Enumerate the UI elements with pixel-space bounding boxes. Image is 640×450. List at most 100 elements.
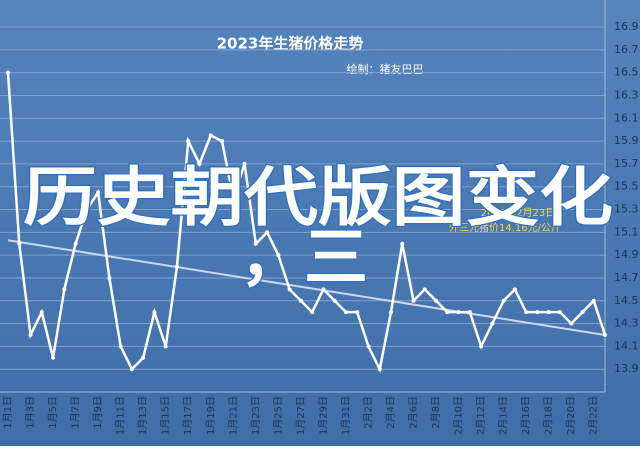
x-tick-label: 2月14日 (498, 396, 510, 435)
point (512, 287, 517, 292)
point (39, 310, 44, 315)
x-tick-label: 1月31日 (340, 396, 352, 435)
point (242, 161, 247, 166)
point (163, 344, 168, 349)
point (231, 196, 236, 201)
point (377, 367, 382, 372)
point (107, 275, 112, 280)
chart-subtitle: 绘制：猪友巴巴 (347, 62, 424, 76)
point (220, 139, 225, 144)
y-tick-label: 15.5 (614, 180, 639, 193)
y-tick-label: 14.1 (614, 339, 639, 352)
point (321, 287, 326, 292)
y-tick-label: 15.1 (614, 225, 639, 238)
annotation: 2023年2月23日 (481, 206, 556, 219)
point (129, 367, 134, 372)
y-tick-label: 16.7 (614, 43, 639, 56)
point (28, 332, 33, 337)
annotation: 外三元猪价14.16元/公斤 (449, 222, 561, 234)
point (400, 241, 405, 246)
point (152, 310, 157, 315)
point (501, 298, 506, 303)
x-tick-label: 2月16日 (520, 396, 532, 435)
point (434, 298, 439, 303)
x-tick-label: 1月9日 (92, 396, 104, 429)
y-tick-label: 14.3 (614, 317, 639, 330)
x-tick-label: 2月4日 (385, 396, 397, 429)
point (141, 355, 146, 360)
point (591, 298, 596, 303)
point (355, 310, 360, 315)
point (332, 298, 337, 303)
x-tick-label: 1月21日 (227, 396, 239, 435)
x-tick-label: 1月3日 (25, 396, 37, 429)
point (208, 133, 213, 138)
point (310, 310, 315, 315)
y-tick-label: 16.3 (614, 88, 639, 101)
x-tick-label: 2月12日 (475, 396, 487, 435)
y-tick-label: 16.5 (614, 66, 639, 79)
point (265, 230, 270, 235)
point (73, 241, 78, 246)
x-tick-label: 2月22日 (588, 396, 600, 435)
y-tick-label: 16.9 (614, 20, 639, 33)
point (569, 321, 574, 326)
line-series (6, 72, 607, 374)
x-tick-label: 1月7日 (70, 396, 82, 429)
x-tick-label: 2月8日 (430, 396, 442, 429)
x-tick-label: 2月18日 (543, 396, 555, 435)
x-tick-label: 1月17日 (182, 396, 194, 435)
point (524, 310, 529, 315)
point (186, 139, 191, 144)
point (411, 298, 416, 303)
point (467, 310, 472, 315)
point (276, 253, 281, 258)
point (197, 161, 202, 166)
point (366, 344, 371, 349)
x-tick-label: 1月1日 (2, 396, 14, 429)
point (388, 310, 393, 315)
point (490, 321, 495, 326)
point (287, 287, 292, 292)
y-tick-label: 13.9 (614, 362, 639, 375)
point (580, 310, 585, 315)
x-tick-label: 1月19日 (205, 396, 217, 435)
point (546, 310, 551, 315)
x-tick-label: 1月5日 (47, 396, 59, 429)
point (51, 355, 56, 360)
point (174, 264, 179, 269)
point (535, 310, 540, 315)
point (62, 287, 67, 292)
point (96, 190, 101, 195)
point (253, 241, 258, 246)
point (118, 344, 123, 349)
point (445, 310, 450, 315)
point (84, 207, 89, 212)
point (456, 310, 461, 315)
y-tick-label: 16.1 (614, 111, 639, 124)
point (298, 298, 303, 303)
point (343, 310, 348, 315)
point (603, 332, 607, 337)
x-tick-label: 1月15日 (160, 396, 172, 435)
x-tick-label: 1月25日 (272, 396, 284, 435)
overlay-text: 历史朝代版图变化 (23, 162, 613, 236)
y-tick-label: 15.3 (614, 203, 639, 216)
x-tick-label: 2月2日 (362, 396, 374, 429)
y-tick-label: 15.7 (614, 157, 639, 170)
x-tick-label: 1月13日 (137, 396, 149, 435)
x-tick-label: 1月29日 (317, 396, 329, 435)
point (17, 241, 22, 246)
y-tick-label: 14.5 (614, 294, 639, 307)
chart-title: 2023年生猪价格走势 (217, 35, 364, 53)
y-tick-label: 14.7 (614, 271, 639, 284)
x-tick-label: 2月10日 (453, 396, 465, 435)
x-tick-label: 2月20日 (565, 396, 577, 435)
point (422, 287, 427, 292)
x-tick-label: 2月6日 (408, 396, 420, 429)
overlay-text: ，三 (240, 222, 368, 296)
point (557, 310, 562, 315)
y-tick-label: 15.9 (614, 134, 639, 147)
point (479, 344, 484, 349)
